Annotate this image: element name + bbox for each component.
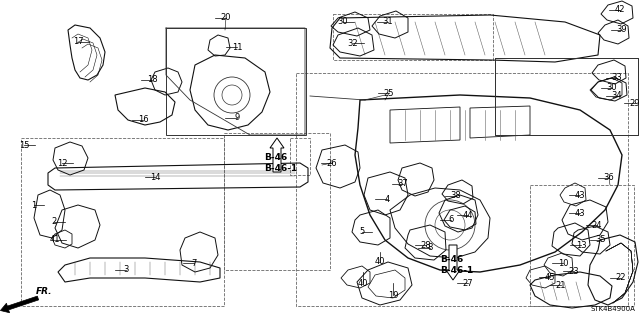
Text: 15: 15: [19, 140, 29, 150]
Text: 30: 30: [338, 18, 348, 26]
Text: 42: 42: [615, 5, 625, 14]
Text: 8: 8: [428, 243, 433, 253]
Text: 36: 36: [604, 174, 614, 182]
FancyArrow shape: [270, 138, 284, 172]
Bar: [296, 73, 628, 306]
Text: 30: 30: [607, 84, 618, 93]
Text: 5: 5: [360, 227, 365, 236]
Text: B-46: B-46: [264, 153, 287, 162]
Text: B-46-1: B-46-1: [264, 164, 297, 173]
Text: 34: 34: [612, 92, 622, 100]
Text: 29: 29: [630, 99, 640, 108]
Bar: [166, 28, 306, 135]
Text: 6: 6: [448, 216, 454, 225]
FancyArrow shape: [1, 296, 38, 313]
Text: 11: 11: [232, 42, 243, 51]
Text: 28: 28: [420, 241, 431, 249]
Text: 35: 35: [596, 235, 606, 244]
Text: 7: 7: [191, 258, 196, 268]
Text: 26: 26: [326, 159, 337, 167]
Text: 38: 38: [451, 191, 461, 201]
Text: 33: 33: [612, 73, 622, 83]
Text: 10: 10: [557, 258, 568, 268]
Text: 4: 4: [385, 195, 390, 204]
Text: 43: 43: [575, 190, 586, 199]
Text: 3: 3: [124, 265, 129, 275]
Text: STK4B4900A: STK4B4900A: [590, 306, 635, 312]
Bar: [21, 138, 224, 306]
Text: 2: 2: [51, 218, 56, 226]
Text: 9: 9: [234, 114, 239, 122]
Text: 27: 27: [463, 278, 474, 287]
Text: 17: 17: [73, 38, 83, 47]
Bar: [530, 185, 634, 306]
Text: 43: 43: [575, 209, 586, 218]
Text: 13: 13: [576, 241, 586, 249]
Text: 24: 24: [592, 220, 602, 229]
Text: 23: 23: [569, 266, 579, 276]
Text: 45: 45: [545, 272, 556, 281]
Text: 44: 44: [463, 211, 473, 219]
Text: 20: 20: [221, 13, 231, 23]
Bar: [290, 138, 310, 175]
Text: 39: 39: [617, 26, 627, 34]
Bar: [495, 58, 638, 135]
Text: 14: 14: [150, 173, 160, 182]
Text: 40: 40: [375, 257, 385, 266]
Text: 41: 41: [50, 235, 60, 244]
Text: 12: 12: [57, 159, 67, 167]
Text: 32: 32: [348, 39, 358, 48]
Text: 22: 22: [616, 273, 627, 283]
Text: FR.: FR.: [36, 286, 52, 295]
Text: 21: 21: [556, 280, 566, 290]
Text: 16: 16: [138, 115, 148, 124]
Text: 18: 18: [147, 76, 157, 85]
Text: B-46: B-46: [440, 255, 463, 264]
Text: 31: 31: [383, 18, 394, 26]
Text: 25: 25: [384, 88, 394, 98]
Text: 37: 37: [397, 180, 408, 189]
Text: 19: 19: [388, 291, 398, 300]
Bar: [224, 133, 330, 270]
Text: 40: 40: [358, 278, 368, 287]
Bar: [333, 14, 493, 60]
FancyArrow shape: [446, 245, 460, 280]
Text: B-46-1: B-46-1: [440, 266, 473, 275]
Text: 1: 1: [31, 201, 36, 210]
